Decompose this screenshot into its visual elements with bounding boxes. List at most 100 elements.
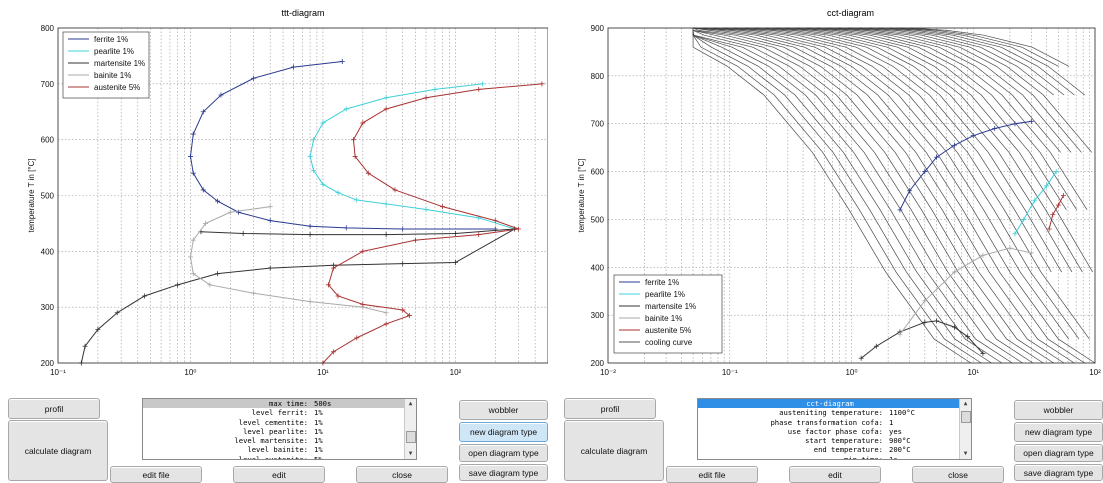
- close-button-right[interactable]: close: [912, 466, 1004, 483]
- new-diagram-type-button-right[interactable]: new diagram type: [1014, 422, 1103, 442]
- legend-entry: bainite 1%: [94, 71, 131, 80]
- data-point: [980, 252, 986, 258]
- list-item[interactable]: level cementite: 1%: [143, 418, 416, 427]
- y-tick-label: 400: [41, 247, 55, 256]
- left-list-scrollbar[interactable]: ▲ ▼: [404, 399, 416, 459]
- cooling-curve: [692, 28, 1013, 364]
- calculate-diagram-button-right[interactable]: calculate diagram: [564, 420, 664, 481]
- edit-button-right[interactable]: edit: [789, 466, 881, 483]
- wobbler-button-right[interactable]: wobbler: [1014, 400, 1103, 420]
- data-point: [934, 318, 940, 324]
- list-header[interactable]: cct-diagram: [698, 399, 962, 409]
- list-item-value: 1100°C: [889, 408, 915, 418]
- save-diagram-type-button[interactable]: save diagram type: [459, 464, 548, 481]
- cooling-curve: [827, 27, 1072, 153]
- list-item-value: 5%: [314, 454, 323, 460]
- edit-button[interactable]: edit: [233, 466, 325, 483]
- data-point: [325, 282, 331, 288]
- wobbler-button[interactable]: wobbler: [459, 400, 548, 420]
- open-diagram-type-button-right[interactable]: open diagram type: [1014, 444, 1103, 462]
- data-point: [190, 170, 196, 176]
- legend-entry: pearlite 1%: [645, 290, 685, 299]
- list-item-label: max time:: [269, 399, 308, 408]
- data-point: [320, 181, 326, 187]
- list-item[interactable]: start temperature: 900°C: [698, 436, 971, 445]
- close-button[interactable]: close: [356, 466, 448, 483]
- cooling-curve: [713, 27, 1080, 340]
- right-parameter-list[interactable]: cct-diagram austeniting temperature: 1100…: [697, 398, 972, 460]
- x-tick-label: 10⁰: [184, 368, 196, 377]
- data-point: [922, 298, 928, 304]
- list-item-value: 900°C: [889, 436, 911, 446]
- data-point: [406, 313, 412, 319]
- list-item[interactable]: level bainite: 1%: [143, 445, 416, 454]
- list-item-value: 1%: [314, 445, 323, 455]
- profil-button[interactable]: profil: [8, 398, 100, 419]
- data-point: [383, 321, 389, 327]
- list-item[interactable]: phase transformation cofa: 1: [698, 418, 971, 427]
- list-item[interactable]: level austenite: 5%: [143, 454, 416, 460]
- list-item-label: level pearlite:: [243, 426, 308, 436]
- data-point: [335, 293, 341, 299]
- list-item-value: yes: [889, 426, 902, 436]
- data-point: [187, 254, 193, 260]
- data-point: [516, 226, 522, 232]
- list-item[interactable]: min time: 1s: [698, 455, 971, 459]
- cooling-curve: [692, 28, 1044, 364]
- scroll-thumb[interactable]: [406, 431, 416, 443]
- calculate-diagram-button[interactable]: calculate diagram: [8, 420, 108, 481]
- scroll-up-icon[interactable]: ▲: [963, 400, 968, 407]
- list-item[interactable]: level pearlite: 1%: [143, 427, 416, 436]
- new-diagram-type-button[interactable]: new diagram type: [459, 422, 548, 442]
- data-point: [291, 64, 297, 70]
- data-point: [307, 153, 313, 159]
- open-diagram-type-button[interactable]: open diagram type: [459, 444, 548, 462]
- data-point: [215, 198, 221, 204]
- y-tick-label: 700: [591, 120, 605, 129]
- ttt-chart[interactable]: 10⁻¹10⁰10¹10²200300400500600700800time t…: [0, 0, 548, 378]
- list-item[interactable]: max time: 500s: [143, 399, 416, 409]
- data-point: [339, 59, 345, 64]
- scroll-down-icon[interactable]: ▼: [408, 450, 413, 457]
- data-point: [423, 206, 429, 212]
- y-tick-label: 800: [41, 24, 55, 33]
- list-item[interactable]: end temperature: 200°C: [698, 445, 971, 454]
- list-item-value: 1%: [314, 417, 323, 427]
- scroll-up-icon[interactable]: ▲: [408, 400, 413, 407]
- right-list-scrollbar[interactable]: ▲ ▼: [959, 399, 971, 459]
- data-point: [432, 86, 438, 92]
- scroll-down-icon[interactable]: ▼: [963, 450, 968, 457]
- left-parameter-list[interactable]: max time: 500s level ferrit: 1% level cement…: [142, 398, 417, 460]
- list-item-value: 1: [889, 417, 894, 427]
- data-point: [1021, 216, 1027, 222]
- cooling-curve: [837, 27, 1082, 153]
- x-tick-label: 10⁻²: [600, 368, 616, 377]
- list-item[interactable]: level martensite: 1%: [143, 436, 416, 445]
- cooling-curve: [869, 27, 1065, 96]
- edit-file-button[interactable]: edit file: [110, 466, 202, 483]
- list-item[interactable]: level ferrit: 1%: [143, 408, 416, 417]
- profil-button-right[interactable]: profil: [564, 398, 656, 419]
- edit-file-button-right[interactable]: edit file: [666, 466, 758, 483]
- data-point: [365, 170, 371, 176]
- legend-entry: austenite 5%: [645, 326, 691, 335]
- x-tick-label: 10⁻¹: [722, 368, 738, 377]
- cooling-curve: [889, 27, 1085, 96]
- scroll-thumb[interactable]: [961, 411, 971, 423]
- data-point: [1053, 169, 1059, 175]
- list-item[interactable]: use factor phase cofa: yes: [698, 427, 971, 436]
- cct-chart[interactable]: 10⁻² 10⁻¹ 10⁰ 10¹ 10² 200 300 400 500 600 700 800 90…: [548, 0, 1103, 378]
- list-item[interactable]: austeniting temperature: 1100°C: [698, 408, 971, 417]
- save-diagram-type-button-right[interactable]: save diagram type: [1014, 464, 1103, 481]
- data-point: [311, 167, 317, 173]
- legend-entry: bainite 1%: [645, 314, 682, 323]
- cooling-curve: [693, 27, 1096, 364]
- data-point: [423, 95, 429, 101]
- data-point: [218, 92, 224, 98]
- data-point: [1055, 202, 1061, 208]
- list-item-label: level bainite:: [247, 445, 308, 455]
- list-item-label: level cementite:: [238, 417, 308, 427]
- series-line: [1048, 195, 1064, 230]
- data-point: [203, 220, 209, 226]
- x-tick-label: 10¹: [317, 368, 329, 377]
